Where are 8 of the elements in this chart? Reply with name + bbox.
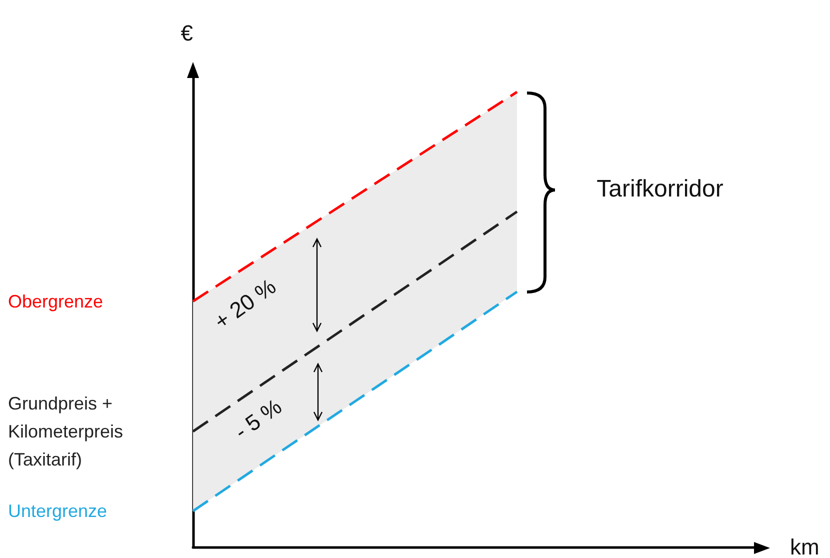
annotation: Tarifkorridor	[596, 176, 724, 202]
annotation: - 5 %	[230, 394, 286, 444]
text: Grundpreis + Kilometerpreis (Taxitarif)	[8, 393, 128, 470]
annotation: + 20 %	[210, 274, 280, 334]
text: Untergrenze	[8, 501, 108, 522]
y-axis-title: €	[180, 20, 193, 46]
text: Obergrenze	[8, 291, 104, 312]
x-axis-title: km	[790, 534, 820, 558]
